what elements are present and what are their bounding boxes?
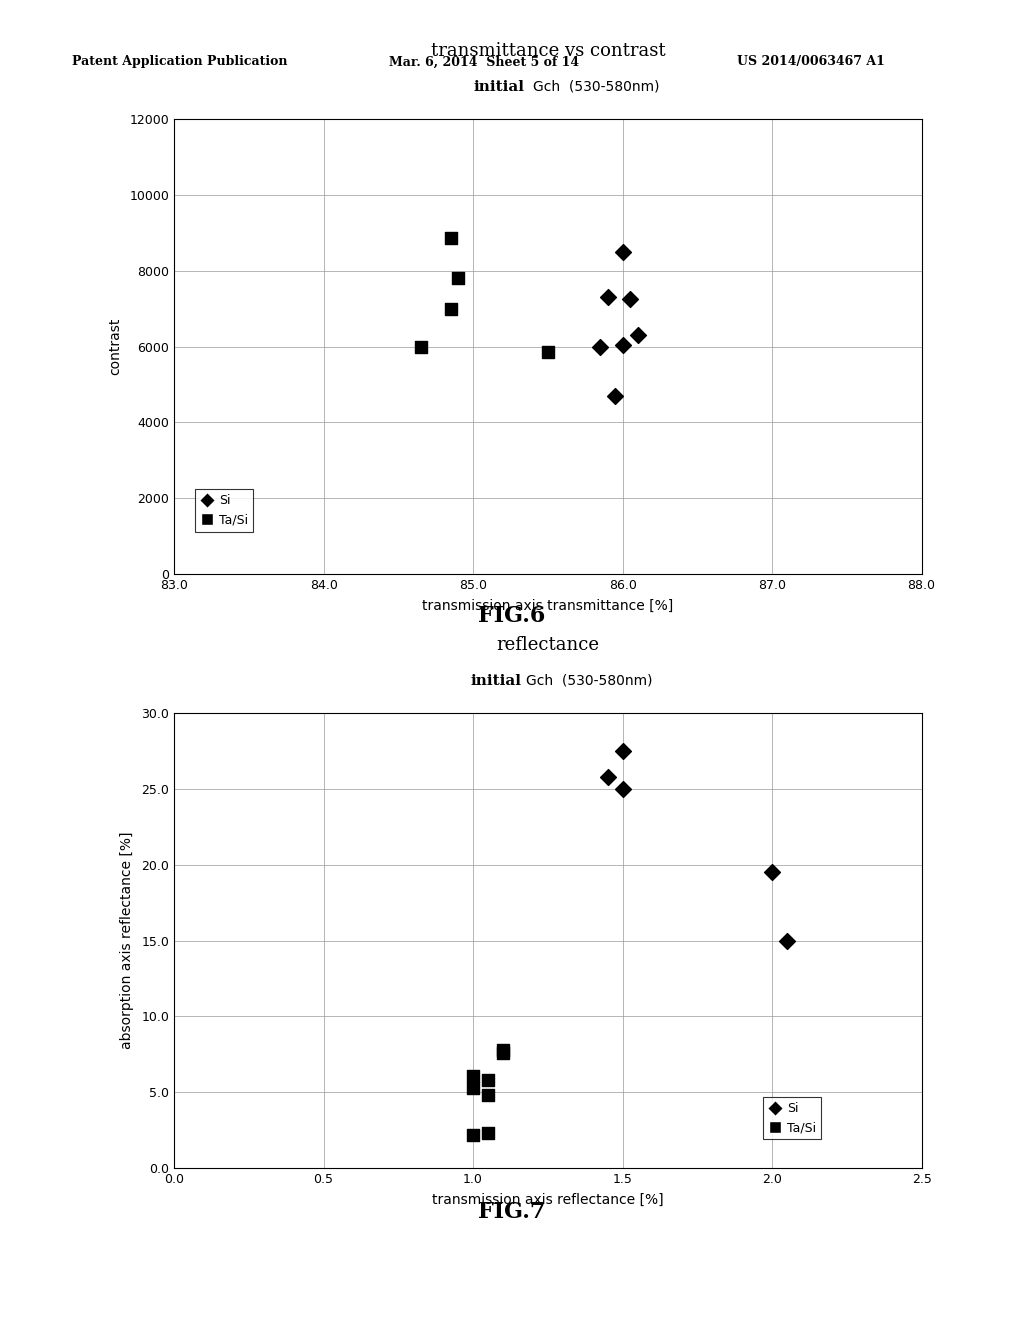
Point <box>465 1125 481 1146</box>
Point <box>614 334 631 355</box>
Point <box>764 862 780 883</box>
Point <box>480 1085 497 1106</box>
Text: FIG.6: FIG.6 <box>478 605 546 627</box>
Point <box>442 298 459 319</box>
Point <box>622 289 638 310</box>
Point <box>614 741 631 762</box>
Text: initial: initial <box>474 79 524 94</box>
X-axis label: transmission axis transmittance [%]: transmission axis transmittance [%] <box>422 599 674 612</box>
Point <box>495 1039 511 1060</box>
Legend: Si, Ta/Si: Si, Ta/Si <box>764 1097 821 1139</box>
Point <box>540 342 556 363</box>
Point <box>614 779 631 800</box>
Point <box>599 286 615 308</box>
Legend: Si, Ta/Si: Si, Ta/Si <box>196 490 253 532</box>
X-axis label: transmission axis reflectance [%]: transmission axis reflectance [%] <box>432 1193 664 1206</box>
Point <box>450 268 466 289</box>
Text: Mar. 6, 2014  Sheet 5 of 14: Mar. 6, 2014 Sheet 5 of 14 <box>389 55 580 69</box>
Point <box>480 1069 497 1090</box>
Text: Gch  (530-580nm): Gch (530-580nm) <box>534 79 659 94</box>
Point <box>465 1065 481 1086</box>
Point <box>607 385 624 407</box>
Point <box>465 1077 481 1098</box>
Y-axis label: contrast: contrast <box>109 318 123 375</box>
Point <box>442 228 459 249</box>
Point <box>614 242 631 263</box>
Text: initial: initial <box>470 673 521 688</box>
Point <box>779 929 796 950</box>
Text: Patent Application Publication: Patent Application Publication <box>72 55 287 69</box>
Point <box>630 325 646 346</box>
Text: FIG.7: FIG.7 <box>478 1201 546 1224</box>
Text: reflectance: reflectance <box>497 636 599 653</box>
Point <box>495 1043 511 1064</box>
Point <box>592 337 608 358</box>
Text: Gch  (530-580nm): Gch (530-580nm) <box>525 673 652 688</box>
Point <box>413 337 429 358</box>
Text: US 2014/0063467 A1: US 2014/0063467 A1 <box>737 55 885 69</box>
Point <box>480 1123 497 1144</box>
Point <box>599 766 615 787</box>
Y-axis label: absorption axis reflectance [%]: absorption axis reflectance [%] <box>121 832 134 1049</box>
Text: transmittance vs contrast: transmittance vs contrast <box>430 42 666 59</box>
